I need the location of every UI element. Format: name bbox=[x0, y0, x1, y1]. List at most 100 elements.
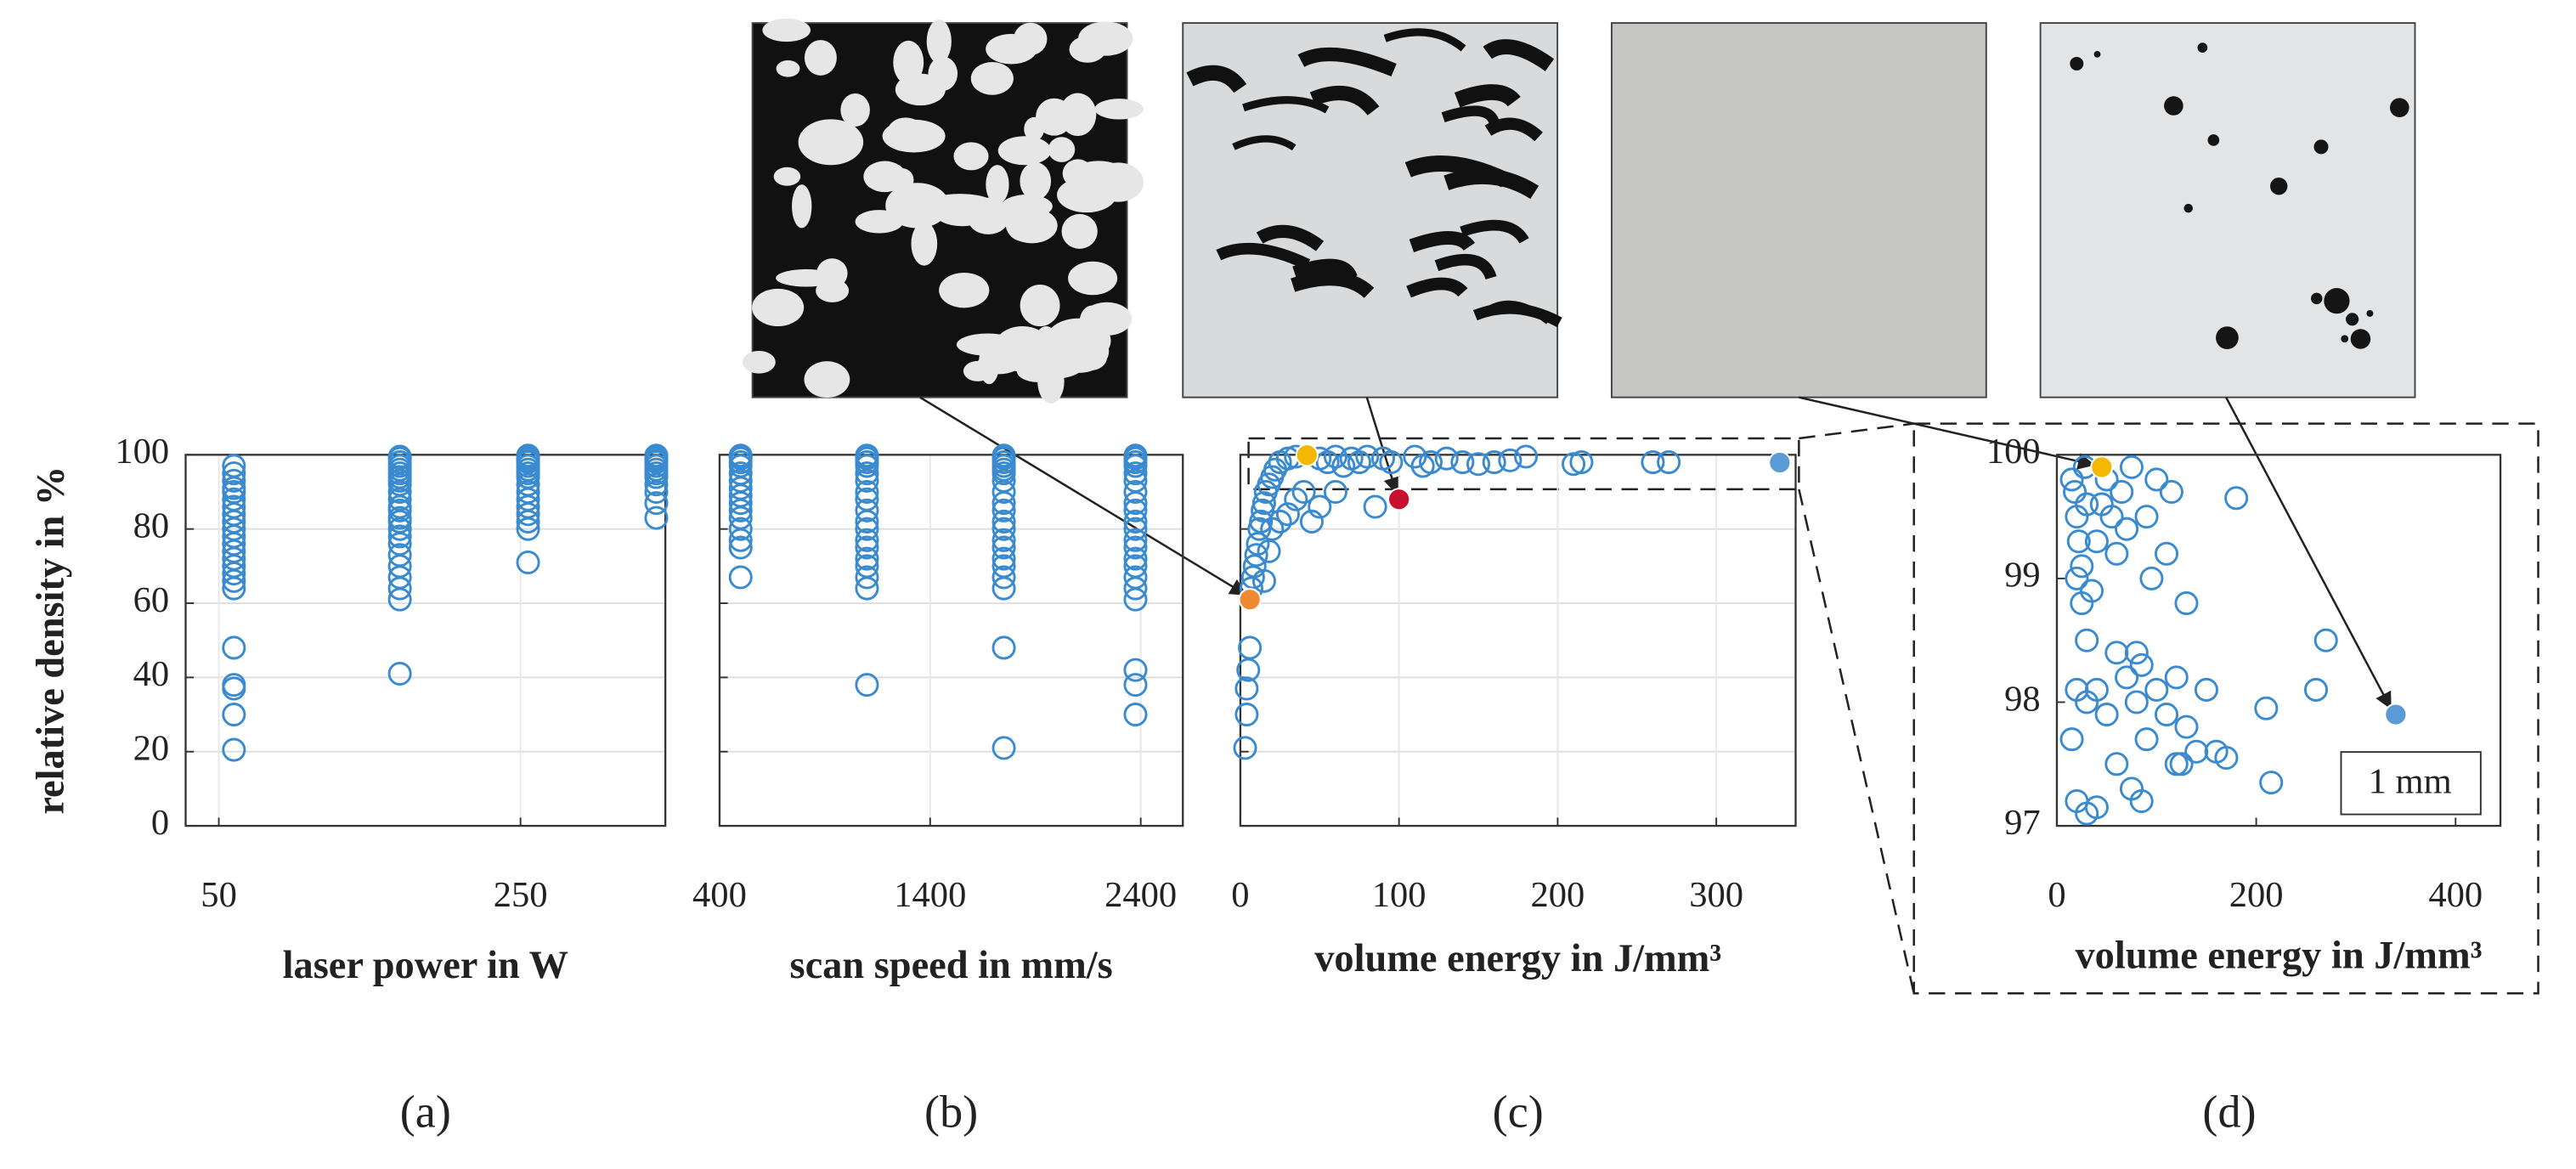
texture bbox=[1297, 47, 1397, 77]
point bbox=[1123, 658, 1148, 682]
texture bbox=[2093, 51, 2101, 58]
point bbox=[2224, 486, 2249, 511]
point bbox=[855, 468, 879, 493]
texture bbox=[1020, 161, 1052, 200]
point bbox=[387, 576, 412, 601]
point bbox=[728, 565, 753, 590]
texture bbox=[1062, 159, 1093, 188]
texture bbox=[1078, 21, 1133, 56]
point bbox=[2154, 703, 2179, 727]
texture bbox=[997, 136, 1052, 166]
point bbox=[991, 509, 1016, 534]
point bbox=[222, 568, 246, 593]
point bbox=[1291, 479, 1316, 505]
point bbox=[2159, 479, 2183, 505]
point bbox=[387, 662, 412, 686]
point bbox=[1434, 446, 1459, 471]
x-tick-label: 300 bbox=[1689, 875, 1743, 915]
point bbox=[855, 454, 879, 478]
point bbox=[1238, 635, 1263, 660]
point bbox=[1514, 444, 1539, 469]
texture bbox=[804, 40, 837, 76]
point bbox=[2115, 517, 2139, 541]
plot-frame bbox=[184, 454, 667, 827]
y-tick-label: 99 bbox=[2004, 556, 2041, 596]
x-axis-label: laser power in W bbox=[283, 944, 568, 987]
highlight-point bbox=[1387, 488, 1411, 511]
texture bbox=[992, 325, 1052, 372]
point bbox=[644, 472, 669, 497]
point bbox=[516, 509, 540, 534]
point bbox=[2059, 727, 2084, 752]
texture bbox=[928, 56, 958, 91]
y-tick-label: 20 bbox=[133, 729, 170, 769]
zoom-line bbox=[1799, 422, 1914, 440]
texture bbox=[2207, 134, 2220, 146]
y-tick-label: 98 bbox=[2004, 679, 2041, 719]
point bbox=[1299, 509, 1324, 534]
zoom-guides bbox=[1247, 422, 2539, 995]
arrow bbox=[1365, 397, 1401, 495]
point bbox=[2169, 752, 2194, 777]
point bbox=[2084, 529, 2109, 554]
point bbox=[2154, 541, 2179, 566]
texture bbox=[2070, 56, 2084, 71]
texture bbox=[773, 167, 801, 186]
panel-label: (d) bbox=[2202, 1087, 2256, 1138]
point bbox=[2194, 677, 2218, 702]
texture bbox=[776, 59, 800, 77]
point bbox=[855, 479, 879, 505]
zoom-frame bbox=[1912, 422, 2539, 995]
x-tick-label: 50 bbox=[201, 875, 237, 915]
point bbox=[222, 576, 246, 601]
point bbox=[516, 550, 540, 574]
x-tick-label: 400 bbox=[2428, 875, 2483, 915]
point bbox=[1123, 546, 1148, 571]
point bbox=[2104, 752, 2129, 777]
texture bbox=[986, 165, 1009, 205]
texture bbox=[1186, 65, 1247, 93]
point bbox=[222, 635, 246, 660]
micrograph-3 bbox=[1610, 22, 1987, 398]
point bbox=[1123, 461, 1148, 486]
texture bbox=[1048, 137, 1076, 162]
texture bbox=[953, 142, 989, 171]
point bbox=[1275, 502, 1300, 527]
point bbox=[644, 491, 669, 516]
point bbox=[728, 517, 753, 541]
x-tick-label: 250 bbox=[494, 875, 548, 915]
point bbox=[1251, 568, 1276, 593]
point bbox=[2214, 746, 2239, 771]
point bbox=[1123, 673, 1148, 697]
point bbox=[991, 535, 1016, 560]
point bbox=[516, 517, 540, 541]
point bbox=[1123, 498, 1148, 522]
point bbox=[728, 535, 753, 560]
point bbox=[516, 502, 540, 527]
point bbox=[2164, 752, 2189, 777]
arrow bbox=[919, 396, 1247, 596]
point bbox=[728, 528, 753, 552]
panel-label: (b) bbox=[924, 1087, 978, 1138]
point bbox=[1234, 703, 1259, 727]
point bbox=[2099, 505, 2124, 529]
texture bbox=[1460, 219, 1529, 244]
point bbox=[1308, 494, 1332, 519]
texture bbox=[1472, 302, 1562, 328]
point bbox=[2124, 690, 2149, 714]
scale-bar-box bbox=[2340, 751, 2482, 816]
plot-frame bbox=[2055, 454, 2502, 827]
plot-frame bbox=[718, 454, 1184, 827]
point bbox=[991, 546, 1016, 571]
texture bbox=[2346, 313, 2359, 326]
point bbox=[1123, 528, 1148, 552]
point bbox=[644, 505, 669, 530]
highlight-point bbox=[2090, 455, 2114, 479]
point bbox=[644, 465, 669, 489]
point bbox=[855, 535, 879, 560]
texture bbox=[1093, 162, 1144, 202]
point bbox=[2144, 467, 2169, 492]
point bbox=[1244, 543, 1268, 568]
texture bbox=[1291, 271, 1375, 299]
texture bbox=[898, 134, 918, 152]
